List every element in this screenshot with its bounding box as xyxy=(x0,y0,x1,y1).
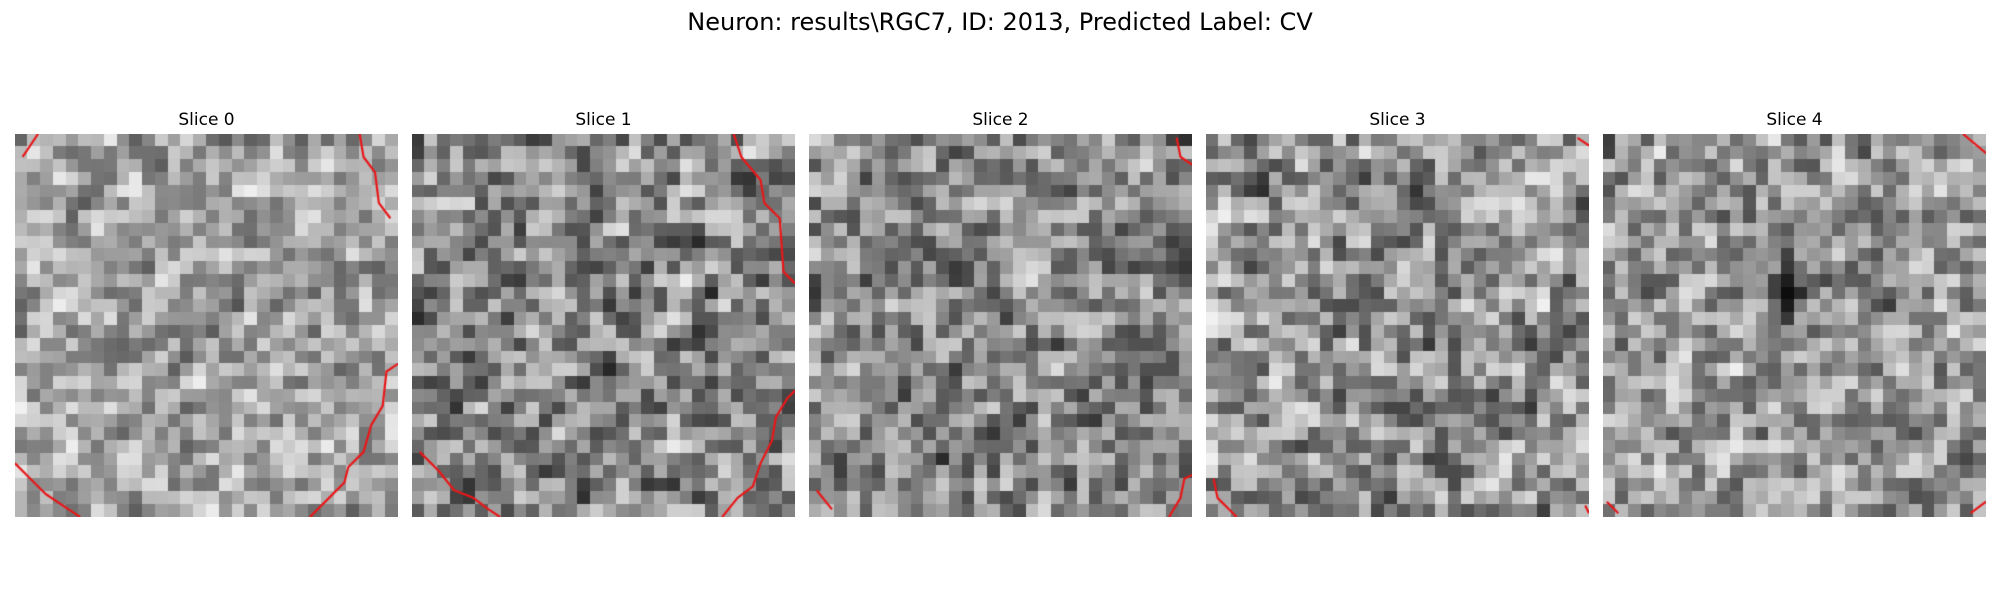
slice-4-image xyxy=(1603,134,1986,517)
panel-title-slice-4: Slice 4 xyxy=(1766,110,1823,130)
panel-title-slice-3: Slice 3 xyxy=(1369,110,1426,130)
slice-0-image xyxy=(15,134,398,517)
slice-3-image xyxy=(1206,134,1589,517)
panel-title-slice-2: Slice 2 xyxy=(972,110,1029,130)
slice-2-image xyxy=(809,134,1192,517)
figure-suptitle: Neuron: results\RGC7, ID: 2013, Predicte… xyxy=(687,8,1313,36)
panel-title-slice-0: Slice 0 xyxy=(178,110,235,130)
slice-1-image xyxy=(412,134,795,517)
panel-title-slice-1: Slice 1 xyxy=(575,110,632,130)
